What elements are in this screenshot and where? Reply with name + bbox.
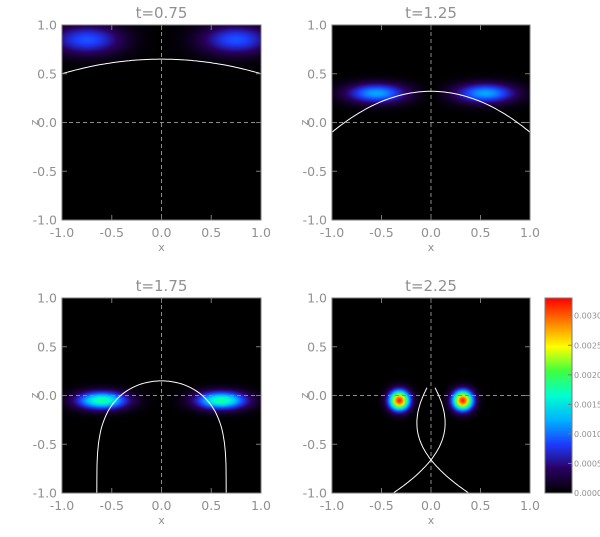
x-axis-label: x bbox=[158, 514, 165, 527]
colorbar-tick-label: 0.0030 bbox=[574, 312, 600, 321]
x-tick-label: -1.0 bbox=[50, 498, 74, 513]
x-tick-label: -0.5 bbox=[369, 225, 393, 240]
x-tick-label: -0.5 bbox=[369, 498, 393, 513]
x-axis-label: x bbox=[158, 241, 165, 254]
colorbar-tick-label: 0.0020 bbox=[574, 371, 600, 380]
y-tick-label: 1.0 bbox=[37, 18, 57, 33]
x-tick-label: 0.5 bbox=[471, 225, 491, 240]
x-tick-label: 0.5 bbox=[201, 498, 221, 513]
x-tick-label: 1.0 bbox=[520, 225, 540, 240]
x-tick-label: 0.0 bbox=[421, 498, 441, 513]
y-tick-label: 0.5 bbox=[307, 339, 327, 354]
x-tick-label: 0.5 bbox=[201, 225, 221, 240]
colorbar-frame bbox=[544, 297, 573, 494]
separatrix-curve bbox=[96, 380, 227, 493]
y-axis-label: z bbox=[298, 392, 311, 398]
colorbar-tick-label: 0.0025 bbox=[574, 341, 600, 350]
x-axis-label: x bbox=[428, 241, 435, 254]
y-axis-label: z bbox=[28, 119, 41, 125]
panel-title: t=0.75 bbox=[136, 4, 188, 22]
panel-title: t=1.25 bbox=[405, 4, 457, 22]
panel-4: -1.0-1.0 -0.5 -0.5 0.0 0.0 0.5 0.5 1.0 1.0 t=2.25… bbox=[298, 277, 540, 527]
y-tick-label: -0.5 bbox=[303, 164, 327, 179]
y-tick-label: -1.0 bbox=[33, 486, 57, 501]
x-tick-label: 1.0 bbox=[251, 225, 271, 240]
separatrix-curve bbox=[62, 58, 261, 75]
separatrix-curve bbox=[332, 90, 530, 133]
y-tick-label: 0.5 bbox=[37, 66, 57, 81]
x-tick-label: -1.0 bbox=[50, 225, 74, 240]
x-tick-label: 0.0 bbox=[152, 498, 172, 513]
x-axis-label: x bbox=[428, 514, 435, 527]
y-tick-label: 0.5 bbox=[307, 66, 327, 81]
colorbar-tick-label: 0.0015 bbox=[574, 400, 600, 409]
panel-title: t=1.75 bbox=[136, 277, 188, 295]
x-tick-label: 0.0 bbox=[152, 225, 172, 240]
y-tick-label: 1.0 bbox=[307, 291, 327, 306]
x-tick-label: -0.5 bbox=[100, 498, 124, 513]
panel-title: t=2.25 bbox=[405, 277, 457, 295]
panel-3: -1.0-1.0 -0.5 -0.5 0.0 0.0 0.5 0.5 1.0 1.0 t=1.75… bbox=[28, 277, 271, 527]
colorbar: 0.0000 0.0005 0.0010 0.0015 0.0020 0.0025 0.00… bbox=[544, 297, 600, 498]
separatrix-curve bbox=[393, 387, 469, 493]
y-tick-label: -0.5 bbox=[33, 164, 57, 179]
y-tick-label: 0.5 bbox=[37, 339, 57, 354]
x-tick-label: -0.5 bbox=[100, 225, 124, 240]
y-tick-label: -1.0 bbox=[303, 213, 327, 228]
y-tick-label: -1.0 bbox=[33, 213, 57, 228]
y-tick-label: -1.0 bbox=[303, 486, 327, 501]
x-tick-label: -1.0 bbox=[320, 225, 344, 240]
x-tick-label: 0.5 bbox=[471, 498, 491, 513]
y-tick-label: 0.0 bbox=[37, 388, 57, 403]
x-tick-label: 0.0 bbox=[421, 225, 441, 240]
x-tick-label: -1.0 bbox=[320, 498, 344, 513]
colorbar-tick-label: 0.0010 bbox=[574, 430, 600, 439]
panel-1: -1.0-1.0 -0.5 -0.5 0.0 0.0 0.5 0.5 1.0 1.0 t=0.75… bbox=[28, 4, 271, 254]
y-tick-label: 0.0 bbox=[307, 388, 327, 403]
x-tick-label: 1.0 bbox=[251, 498, 271, 513]
colorbar-gradient bbox=[545, 298, 572, 493]
y-tick-label: 0.0 bbox=[37, 115, 57, 130]
y-tick-label: 1.0 bbox=[307, 18, 327, 33]
y-axis-label: z bbox=[298, 119, 311, 125]
y-axis-label: z bbox=[28, 392, 41, 398]
colorbar-tick-label: 0.0005 bbox=[574, 459, 600, 468]
colorbar-tick-label: 0.0000 bbox=[574, 489, 600, 498]
x-tick-label: 1.0 bbox=[520, 498, 540, 513]
y-tick-label: 1.0 bbox=[37, 291, 57, 306]
y-tick-label: -0.5 bbox=[303, 437, 327, 452]
y-tick-label: -0.5 bbox=[33, 437, 57, 452]
y-tick-label: 0.0 bbox=[307, 115, 327, 130]
panel-2: -1.0-1.0 -0.5 -0.5 0.0 0.0 0.5 0.5 1.0 1.0 t=1.25… bbox=[298, 4, 540, 254]
